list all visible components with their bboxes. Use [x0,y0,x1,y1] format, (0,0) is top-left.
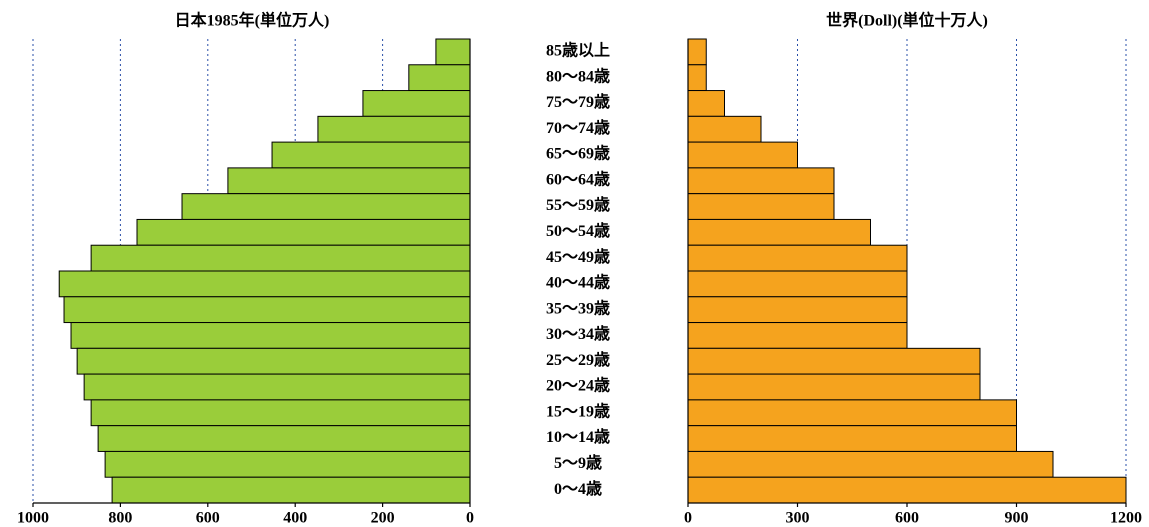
bar [687,296,908,324]
bar [687,399,1017,427]
bar [687,476,1127,504]
x-tick-label: 300 [786,510,810,527]
bar [97,425,471,452]
x-tick-label: 1000 [17,510,49,527]
x-tick-label: 0 [466,510,474,527]
bar [104,450,471,478]
bar [687,450,1054,478]
category-label: 75〜79歳 [546,92,610,111]
x-tick-label: 800 [108,510,132,527]
bar [687,115,762,143]
x-tick-label: 1200 [1110,510,1142,527]
category-label: 35〜39歳 [546,298,610,317]
category-label: 65〜69歳 [546,144,610,163]
category-label: 60〜64歳 [546,169,610,188]
bar [136,218,471,246]
bar [408,64,471,92]
category-label: 0〜4歳 [554,479,602,498]
bar [687,244,908,272]
x-tick-label: 0 [684,510,692,527]
bar [687,373,981,401]
category-label: 45〜49歳 [546,247,610,266]
x-tick-label: 600 [196,510,220,527]
bar [687,425,1017,452]
bar [687,167,835,195]
chart-title: 日本1985年(単位万人) [175,11,330,30]
category-label: 70〜74歳 [546,118,610,137]
bar [687,64,707,92]
bar [63,296,471,324]
chart-title: 世界(Doll)(単位十万人) [826,11,988,30]
bar [70,322,471,349]
bar [227,167,471,195]
bar [687,218,871,246]
bar [687,270,908,298]
bar [58,270,471,298]
bar [687,347,981,375]
bar [435,38,471,66]
category-label: 50〜54歳 [546,221,610,240]
category-label: 15〜19歳 [546,401,610,420]
bar [362,90,471,117]
bar [83,373,471,401]
category-label: 25〜29歳 [546,350,610,369]
category-label: 55〜59歳 [546,195,610,214]
category-label: 20〜24歳 [546,376,610,395]
x-tick-label: 900 [1005,510,1029,527]
bar [687,322,908,349]
category-label: 80〜84歳 [546,66,610,85]
category-label: 30〜34歳 [546,324,610,343]
category-label: 85歳以上 [546,41,610,60]
bar [111,476,471,504]
x-tick-label: 200 [371,510,395,527]
category-label: 40〜44歳 [546,273,610,292]
x-tick-label: 400 [283,510,307,527]
category-label: 5〜9歳 [554,453,602,472]
x-tick-label: 600 [895,510,919,527]
bar [271,141,471,169]
bar [687,193,835,220]
bar [76,347,471,375]
bar [687,141,798,169]
bar [687,38,707,66]
bar [317,115,471,143]
category-label: 10〜14歳 [546,427,610,446]
bar [90,399,471,427]
bar [687,90,725,117]
bar [90,244,471,272]
bar [181,193,471,220]
